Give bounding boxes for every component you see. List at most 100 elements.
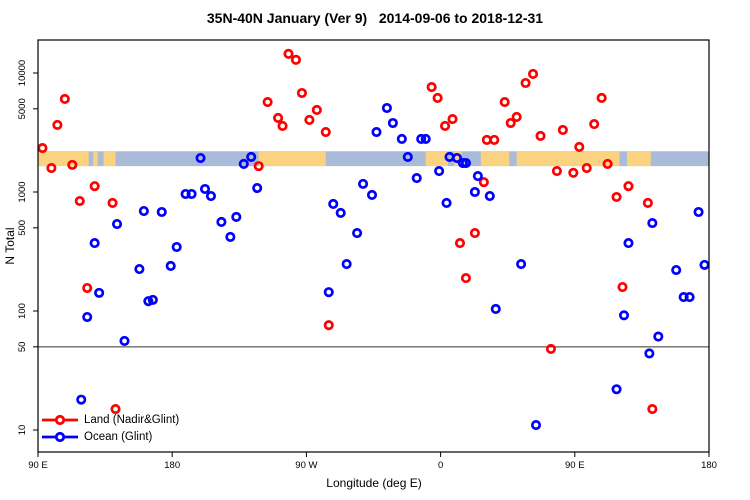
- land-point: [557, 124, 568, 136]
- ocean-point: [216, 216, 227, 228]
- x-axis-title: Longitude (deg E): [326, 476, 422, 490]
- land-point: [545, 343, 556, 354]
- ocean-point: [530, 420, 542, 431]
- ocean-point: [618, 310, 630, 321]
- land-point: [432, 92, 443, 104]
- land-point: [617, 281, 628, 293]
- land-point: [527, 68, 539, 79]
- ocean-point: [199, 183, 211, 195]
- ocean-point: [238, 158, 249, 170]
- ocean-point: [246, 151, 257, 163]
- ocean-point: [323, 287, 334, 298]
- ocean-point: [231, 211, 242, 223]
- ocean-point: [195, 152, 206, 164]
- land-point: [611, 191, 622, 203]
- land-point: [46, 162, 57, 174]
- ocean-point: [623, 238, 634, 249]
- land-point: [447, 114, 458, 125]
- land-point: [89, 181, 100, 192]
- land-point: [478, 177, 489, 188]
- ocean-point: [89, 238, 100, 249]
- legend-item-ocean: Ocean (Glint): [40, 428, 179, 445]
- y-tick-label: 500: [17, 220, 28, 236]
- ocean-point: [134, 264, 145, 275]
- x-tick-label: 0: [438, 460, 443, 471]
- land-point: [647, 403, 658, 415]
- land-point: [283, 48, 294, 59]
- ocean-point: [205, 190, 217, 202]
- y-tick-label: 10000: [17, 60, 28, 86]
- legend-label-ocean: Ocean (Glint): [84, 430, 153, 443]
- land-point: [623, 181, 634, 192]
- ocean-point: [460, 158, 471, 169]
- ocean-point: [653, 331, 664, 342]
- land-point: [505, 117, 516, 129]
- legend-label-land: Land (Nadir&Glint): [84, 413, 180, 426]
- ocean-point: [678, 291, 689, 303]
- land-point: [37, 143, 48, 154]
- ocean-point: [396, 133, 407, 145]
- land-point: [440, 120, 451, 131]
- ocean-point: [143, 296, 154, 307]
- ocean-point: [138, 205, 149, 217]
- y-tick-label: 5000: [17, 98, 28, 119]
- land-point: [460, 273, 471, 284]
- ocean-point: [516, 259, 527, 270]
- ocean-point: [402, 151, 413, 163]
- land-series-marker-icon: [42, 414, 78, 425]
- x-tick-label: 180: [164, 460, 180, 471]
- land-point: [67, 159, 78, 170]
- ocean-point: [411, 172, 422, 184]
- ocean-point: [156, 206, 167, 218]
- map-strip-land-segment: [258, 151, 326, 167]
- land-point: [581, 162, 592, 174]
- land-point: [426, 81, 437, 93]
- ocean-point: [699, 259, 710, 270]
- land-point: [110, 403, 121, 415]
- land-point: [74, 195, 85, 207]
- land-point: [253, 161, 264, 172]
- ocean-point: [366, 189, 378, 201]
- land-point: [454, 238, 466, 249]
- land-point: [52, 119, 63, 130]
- land-point: [469, 227, 480, 239]
- x-tick-label: 90 E: [565, 460, 585, 471]
- ocean-point: [381, 102, 392, 114]
- ocean-point: [82, 311, 93, 323]
- land-point: [535, 130, 546, 141]
- ocean-point: [387, 117, 398, 129]
- land-point: [574, 141, 585, 153]
- chart-title: 35N-40N January (Ver 9) 2014-09-06 to 20…: [206, 10, 544, 26]
- ocean-point: [434, 165, 445, 177]
- y-axis-title: N Total: [3, 227, 17, 265]
- land-point: [511, 111, 522, 123]
- map-strip-land-segment: [103, 151, 116, 167]
- x-tick-label: 90 W: [295, 460, 317, 471]
- land-point: [520, 77, 531, 89]
- ocean-point: [341, 259, 352, 270]
- ocean-point: [352, 227, 363, 239]
- ocean-point: [119, 335, 130, 347]
- ocean-point: [371, 126, 382, 138]
- land-point: [304, 114, 315, 126]
- map-strip-land-segment: [516, 151, 620, 167]
- land-point: [59, 93, 70, 105]
- ocean-point: [441, 197, 452, 209]
- ocean-point: [111, 218, 123, 230]
- ocean-point: [147, 294, 158, 305]
- ocean-point: [165, 260, 176, 272]
- land-point: [499, 97, 510, 108]
- ocean-point: [94, 287, 105, 298]
- legend-item-land: Land (Nadir&Glint): [40, 411, 179, 428]
- ocean-point: [693, 206, 704, 218]
- y-tick-label: 100: [17, 303, 28, 319]
- ocean-point: [420, 133, 431, 145]
- map-strip-land-segment: [93, 151, 98, 167]
- land-point: [290, 54, 302, 65]
- ocean-point: [490, 303, 501, 315]
- plot-box: [37, 39, 710, 453]
- land-point: [311, 104, 322, 116]
- ocean-point: [358, 178, 369, 189]
